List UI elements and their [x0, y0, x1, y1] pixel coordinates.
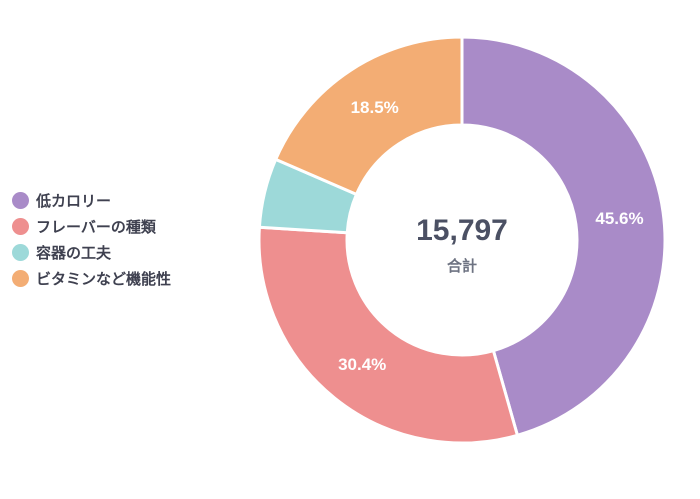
donut-slice — [257, 225, 519, 445]
legend-label: フレーバーの種類 — [36, 217, 156, 236]
legend-item: 容器の工夫 — [12, 239, 171, 265]
legend-swatch — [12, 243, 29, 261]
donut-slice — [274, 35, 464, 196]
slice-value-label: 45.6% — [595, 209, 643, 228]
slice-value-label: 30.4% — [338, 355, 386, 374]
donut-slices — [257, 35, 667, 445]
legend-item: 低カロリー — [12, 187, 171, 213]
donut-slice — [460, 35, 667, 437]
legend: 低カロリーフレーバーの種類 容器の工夫ビタミンなど機能性 — [12, 187, 171, 291]
legend-item: フレーバーの種類 — [12, 213, 171, 239]
legend-swatch — [12, 217, 29, 235]
legend-label: ビタミンなど機能性 — [36, 269, 172, 288]
legend-swatch — [12, 191, 29, 209]
legend-swatch — [12, 269, 29, 287]
legend-item: ビタミンなど機能性 — [12, 265, 171, 291]
total-label: 合計 — [446, 257, 477, 275]
slice-labels: 45.6% 30.4% 18.5% — [338, 98, 643, 374]
total-value: 15,797 — [416, 214, 508, 247]
slice-value-label: 18.5% — [351, 98, 399, 117]
legend-label: 低カロリー — [36, 191, 112, 210]
legend-label: 容器の工夫 — [36, 243, 112, 262]
